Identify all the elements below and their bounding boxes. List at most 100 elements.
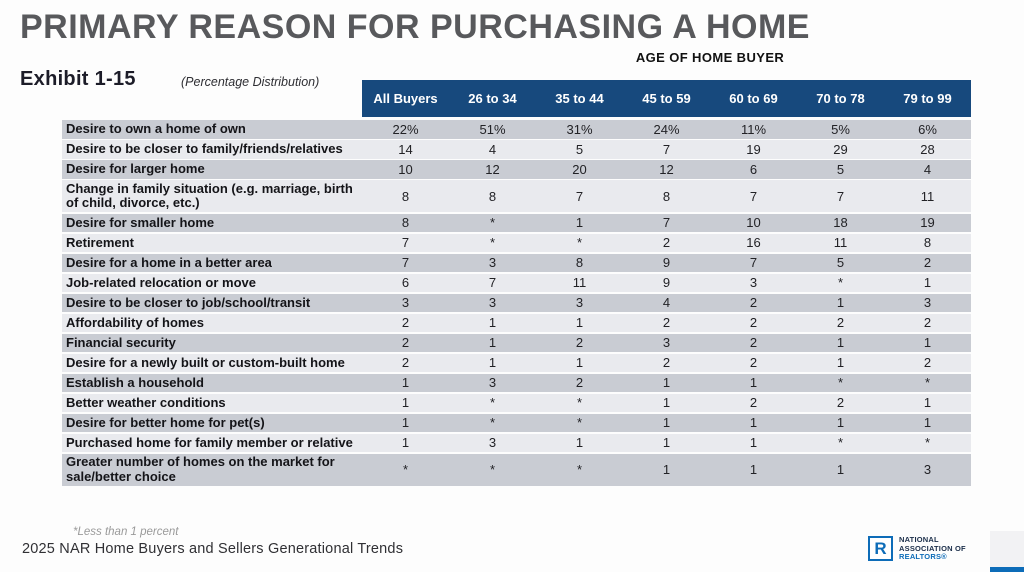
value-cell: 1 [575, 215, 584, 231]
value-cell: 11 [833, 235, 848, 251]
nar-logo-line2: ASSOCIATION OF [899, 543, 966, 553]
value-cell: 2 [749, 355, 758, 371]
value-cell: * [489, 395, 496, 411]
value-cell: 3 [662, 335, 671, 351]
value-cell: 51% [479, 121, 506, 137]
value-cell: 1 [662, 395, 671, 411]
table-row: Better weather conditions 1 * * 1 2 2 1 [62, 393, 971, 412]
value-cell: * [489, 462, 496, 477]
nar-logo-line1: NATIONAL [899, 535, 939, 544]
value-cell: 1 [662, 415, 671, 431]
value-cell: 3 [749, 275, 758, 291]
value-cell: 9 [662, 275, 671, 291]
value-cell: * [837, 275, 844, 291]
value-cell: 2 [662, 315, 671, 331]
value-cell: 5 [836, 255, 845, 271]
value-cell: * [924, 435, 931, 451]
table-row: Desire to own a home of own 22% 51% 31% 24% 1… [62, 120, 971, 139]
column-header: 26 to 34 [468, 91, 517, 106]
row-label: Change in family situation (e.g. marriag… [66, 180, 353, 210]
value-cell: 3 [923, 462, 932, 477]
value-cell: 9 [662, 255, 671, 271]
value-cell: * [489, 415, 496, 431]
value-cell: 1 [401, 415, 410, 431]
table-row: Desire for a newly built or custom-built… [62, 353, 971, 372]
value-cell: 2 [662, 235, 671, 251]
table-row: Desire to be closer to job/school/transi… [62, 293, 971, 312]
row-label: Desire to be closer to job/school/transi… [66, 294, 311, 310]
value-cell: 1 [836, 415, 845, 431]
value-cell: 1 [401, 395, 410, 411]
table-header-row: All Buyers 26 to 34 35 to 44 45 to 59 60 to … [362, 80, 971, 117]
value-cell: 31% [566, 121, 593, 137]
value-cell: 2 [749, 335, 758, 351]
value-cell: 7 [575, 188, 584, 204]
exhibit-label: Exhibit 1-15 [20, 68, 136, 90]
nar-logo: R NATIONAL ASSOCIATION OF REALTORS® [868, 535, 966, 562]
table-row: Desire for larger home 10 12 20 12 6 5 4 [62, 160, 971, 179]
value-cell: 11 [572, 275, 587, 291]
row-label: Desire to be closer to family/friends/re… [66, 141, 343, 156]
value-cell: 7 [836, 188, 845, 204]
row-label: Desire for better home for pet(s) [66, 414, 265, 430]
value-cell: 2 [836, 315, 845, 331]
row-label: Desire for a newly built or custom-built… [66, 354, 345, 370]
reasons-table: Desire to own a home of own 22% 51% 31% 24% 1… [62, 120, 971, 487]
value-cell: 11% [740, 121, 767, 137]
column-header: 70 to 78 [816, 91, 865, 106]
value-cell: 12 [659, 161, 674, 177]
corner-decoration-blue-bar [990, 567, 1024, 572]
column-header: 60 to 69 [729, 91, 778, 106]
row-label: Desire for smaller home [66, 214, 215, 230]
table-row: Desire for better home for pet(s) 1 * * 1 1 1 1 [62, 413, 971, 432]
value-cell: 8 [401, 188, 410, 204]
column-header: 79 to 99 [903, 91, 952, 106]
value-cell: * [402, 462, 409, 477]
value-cell: 1 [923, 415, 932, 431]
corner-decoration-gray [990, 531, 1024, 567]
age-of-home-buyer-label: AGE OF HOME BUYER [635, 50, 785, 65]
value-cell: 10 [746, 215, 761, 231]
value-cell: 20 [572, 161, 587, 177]
value-cell: 3 [488, 295, 497, 311]
value-cell: 1 [836, 295, 845, 311]
value-cell: 2 [923, 355, 932, 371]
value-cell: 8 [575, 255, 584, 271]
value-cell: 1 [923, 335, 932, 351]
value-cell: 8 [662, 188, 671, 204]
table-row: Establish a household 1 3 2 1 1 * * [62, 373, 971, 392]
value-cell: * [837, 435, 844, 451]
value-cell: 1 [488, 335, 497, 351]
value-cell: 2 [401, 355, 410, 371]
nar-r-letter: R [874, 538, 887, 558]
value-cell: 1 [836, 462, 845, 477]
value-cell: * [837, 375, 844, 391]
value-cell: 1 [401, 375, 410, 391]
value-cell: 3 [488, 255, 497, 271]
value-cell: 1 [401, 435, 410, 451]
row-label: Establish a household [66, 374, 204, 390]
value-cell: 1 [749, 462, 758, 477]
value-cell: 2 [575, 375, 584, 391]
asterisk-footnote: *Less than 1 percent [73, 526, 179, 538]
value-cell: 16 [746, 235, 761, 251]
value-cell: * [924, 375, 931, 391]
value-cell: 18 [833, 215, 848, 231]
value-cell: 7 [749, 188, 758, 204]
value-cell: 7 [749, 255, 758, 271]
nar-logo-text: NATIONAL ASSOCIATION OF REALTORS® [899, 535, 966, 562]
column-header: 35 to 44 [555, 91, 604, 106]
value-cell: 1 [923, 395, 932, 411]
value-cell: 2 [401, 335, 410, 351]
value-cell: 7 [401, 235, 410, 251]
value-cell: 2 [749, 395, 758, 411]
value-cell: * [489, 235, 496, 251]
column-header: All Buyers [373, 91, 438, 106]
value-cell: 3 [488, 375, 497, 391]
table-row: Desire to be closer to family/friends/re… [62, 140, 971, 159]
row-label: Affordability of homes [66, 314, 204, 330]
value-cell: 5 [836, 161, 845, 177]
value-cell: 28 [920, 141, 935, 157]
nar-logo-line3: REALTORS® [899, 552, 947, 561]
value-cell: 6% [918, 121, 937, 137]
